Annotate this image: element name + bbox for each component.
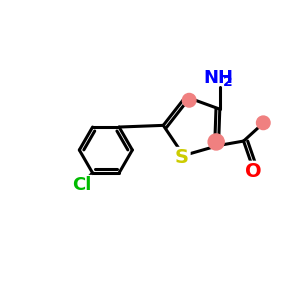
- Text: NH: NH: [203, 69, 233, 87]
- Circle shape: [256, 116, 270, 130]
- Text: S: S: [175, 148, 189, 167]
- Circle shape: [208, 134, 224, 150]
- Text: Cl: Cl: [73, 176, 92, 194]
- Text: O: O: [245, 162, 262, 181]
- Circle shape: [182, 94, 196, 107]
- Text: 2: 2: [223, 75, 233, 89]
